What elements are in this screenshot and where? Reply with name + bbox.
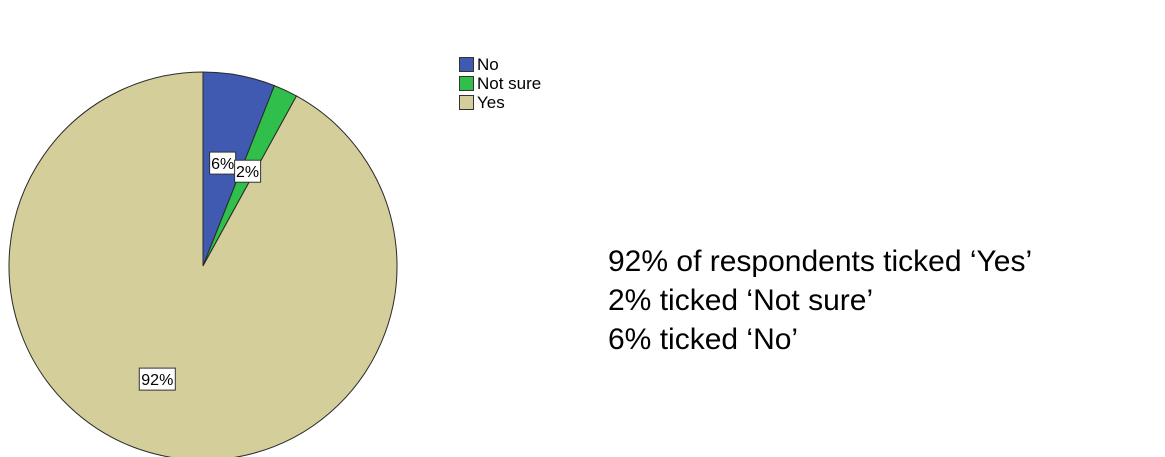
data-label-no: 6%	[209, 151, 237, 175]
data-label-text: 2%	[236, 164, 259, 181]
data-label-box	[138, 367, 176, 391]
data-label-text: 6%	[211, 156, 234, 173]
legend-label-yes: Yes	[477, 93, 505, 112]
legend-swatch-not-sure	[459, 76, 474, 91]
summary-text: 92% of respondents ticked ‘Yes’ 2% ticke…	[608, 242, 1032, 359]
pie-slice-yes	[8, 71, 398, 457]
data-label-box	[234, 159, 262, 183]
legend-item-not-sure: Not sure	[459, 74, 541, 93]
data-label-text: 92%	[141, 372, 173, 389]
legend-label-not-sure: Not sure	[477, 74, 542, 93]
data-label-yes: 92%	[138, 367, 176, 391]
summary-line-yes: 92% of respondents ticked ‘Yes’	[608, 245, 1033, 278]
legend-item-yes: Yes	[459, 93, 541, 112]
data-label-not-sure: 2%	[234, 159, 262, 183]
legend-label-no: No	[477, 55, 499, 74]
legend-swatch-yes	[459, 95, 474, 110]
summary-line-no: 6% ticked ‘No’	[608, 323, 799, 356]
legend: No Not sure Yes	[459, 55, 541, 112]
legend-item-no: No	[459, 55, 541, 74]
legend-swatch-no	[459, 57, 474, 72]
pie-chart: 6% 2% 92%	[8, 71, 398, 457]
summary-line-not-sure: 2% ticked ‘Not sure’	[608, 284, 874, 317]
